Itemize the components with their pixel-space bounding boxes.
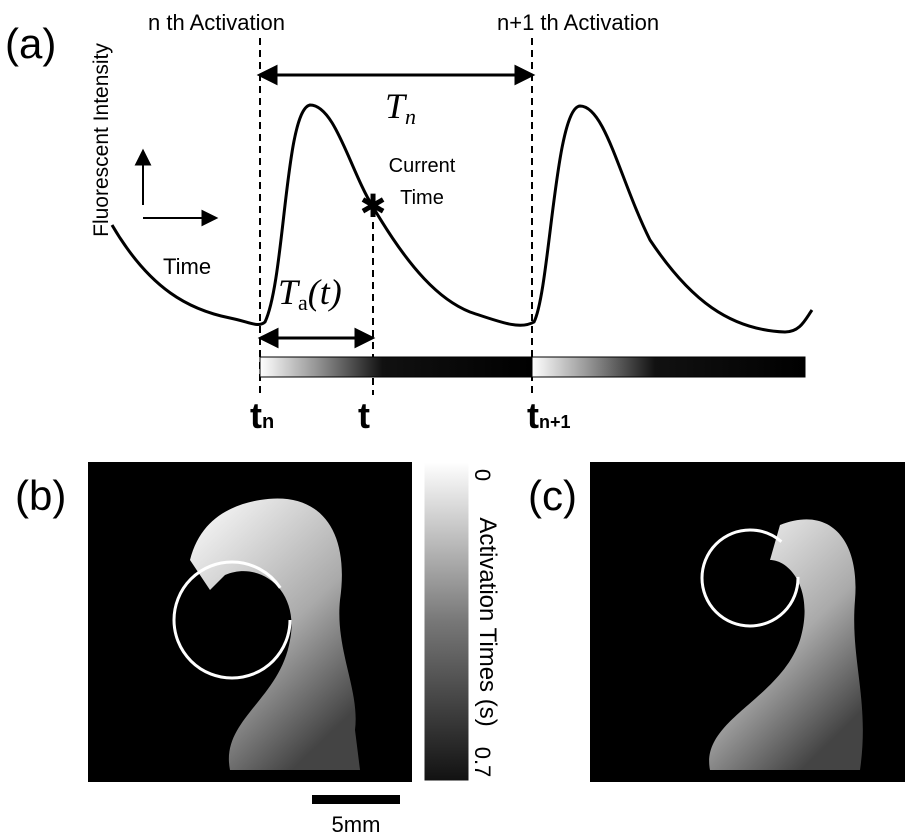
scale-label: 5mm — [332, 812, 381, 837]
figure: (a) n th Activation n+1 th Activation Tn… — [0, 0, 909, 837]
colorbar — [423, 462, 470, 782]
tick-label: t — [358, 395, 370, 436]
colorbar-min: 0 — [470, 469, 495, 481]
panel-label: (a) — [5, 20, 56, 67]
activation-time-label: Ta(t) — [278, 272, 342, 315]
annotation: n+1 th Activation — [497, 10, 659, 35]
phase-bar — [532, 357, 805, 377]
y-axis-label: Fluorescent Intensity — [90, 43, 113, 237]
tick-label: tn+1 — [527, 395, 571, 436]
symbol: t — [250, 395, 262, 436]
panel-label: (b) — [15, 472, 66, 519]
period-label: Tn — [385, 86, 416, 129]
symbol: t — [527, 395, 539, 436]
colorbar-max: 0.7 — [470, 747, 495, 778]
colorbar-title: Activation Times (s) — [474, 517, 501, 726]
sub: n+1 — [539, 412, 571, 432]
sub: n — [262, 411, 274, 433]
x-axis-label: Time — [163, 254, 211, 279]
panel-label: (c) — [528, 472, 577, 519]
phase-bar — [260, 357, 532, 377]
arg: (t) — [308, 272, 342, 312]
period-sub: n — [405, 104, 416, 129]
annotation: n th Activation — [148, 10, 285, 35]
annotation: Time — [400, 187, 444, 209]
current-marker: ✱ — [360, 188, 387, 224]
sub: a — [298, 290, 308, 315]
annotation: Current — [389, 155, 456, 177]
tick-label: tn — [250, 395, 274, 436]
scale-bar — [312, 795, 400, 804]
